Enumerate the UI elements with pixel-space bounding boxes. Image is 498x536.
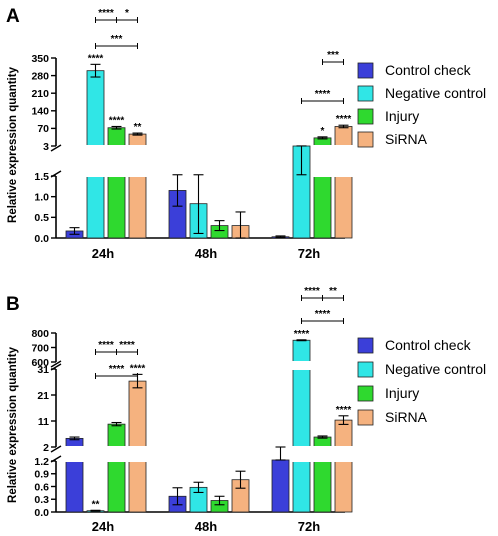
axis-break-mark xyxy=(50,144,62,152)
bar-break-gap xyxy=(334,145,353,177)
y-axis-label: Relative expression quantity xyxy=(7,346,19,503)
y-tick-label: 800 xyxy=(31,328,49,340)
bar-break-gap xyxy=(313,446,332,462)
legend-swatch xyxy=(357,131,374,148)
significance-label: **** xyxy=(130,363,146,374)
y-tick-label: 140 xyxy=(31,106,49,118)
y-axis-label: Relative expression quantity xyxy=(7,66,19,223)
y-tick-label: 0.0 xyxy=(34,507,49,519)
bracket-label: *** xyxy=(327,50,339,61)
significance-label: **** xyxy=(109,115,125,126)
bar-break-gap xyxy=(65,446,84,462)
x-tick-label: 24h xyxy=(92,519,114,534)
significance-label: **** xyxy=(88,53,104,64)
legend-swatch xyxy=(357,361,374,378)
y-tick-label: 2 xyxy=(43,442,49,454)
legend-swatch xyxy=(357,85,374,102)
bracket-label: * xyxy=(125,8,129,19)
bracket-label: **** xyxy=(315,309,331,320)
bracket-label: **** xyxy=(109,364,125,375)
y-tick-label: 0.9 xyxy=(34,469,49,481)
bar xyxy=(107,423,126,513)
panel-label: A xyxy=(6,6,20,27)
axis-break-mark xyxy=(50,170,62,178)
bar-break-gap xyxy=(128,145,147,177)
bar-break-gap xyxy=(292,361,311,370)
legend-label: Control check xyxy=(385,337,472,353)
axis-break-mark xyxy=(50,363,62,371)
significance-label: ** xyxy=(92,499,100,510)
axis-break-mark xyxy=(50,445,62,453)
y-tick-label: 70 xyxy=(37,123,49,135)
x-tick-label: 48h xyxy=(195,246,217,261)
legend-swatch xyxy=(357,62,374,79)
legend: Control check Negative control Injury SiRNA xyxy=(357,337,486,426)
y-tick-label: 1.2 xyxy=(34,456,49,468)
bracket-label: *** xyxy=(111,34,123,45)
y-tick-label: 1.5 xyxy=(34,171,49,183)
axis-break-mark xyxy=(50,360,62,368)
legend-label: SiRNA xyxy=(385,409,428,425)
bar-break-gap xyxy=(107,145,126,177)
y-tick-label: 700 xyxy=(31,342,49,354)
significance-label: * xyxy=(321,126,325,137)
bar-break-gap xyxy=(128,446,147,462)
chart-panel-b: B Relative expression quantity 0.00.30.60.… xyxy=(6,286,486,534)
x-tick-label: 72h xyxy=(298,519,320,534)
significance-label: **** xyxy=(336,405,352,416)
bar-break-gap xyxy=(334,446,353,462)
bracket-label: **** xyxy=(98,8,114,19)
y-tick-label: 210 xyxy=(31,88,49,100)
x-tick-label: 72h xyxy=(298,246,320,261)
y-tick-label: 0.6 xyxy=(34,481,49,493)
bracket-label: **** xyxy=(119,340,135,351)
x-tick-label: 48h xyxy=(195,519,217,534)
legend-label: Injury xyxy=(385,108,419,124)
x-tick-label: 24h xyxy=(92,246,114,261)
legend-label: Negative control xyxy=(385,361,486,377)
bar-break-gap xyxy=(107,446,126,462)
y-tick-label: 31 xyxy=(37,364,49,376)
legend-label: Negative control xyxy=(385,85,486,101)
panel-label: B xyxy=(6,294,20,315)
bar xyxy=(334,126,353,239)
legend-label: Injury xyxy=(385,385,419,401)
y-tick-label: 600 xyxy=(31,357,49,369)
legend-swatch xyxy=(357,385,374,402)
bar-break-gap xyxy=(292,446,311,462)
legend: Control check Negative control Injury SiRNA xyxy=(357,62,486,148)
y-tick-label: 3 xyxy=(43,141,49,153)
chart-panel-a: A Relative expression quantity 0.0 0.5 1.0 1.… xyxy=(6,6,486,261)
legend-label: SiRNA xyxy=(385,131,428,147)
bracket-label: **** xyxy=(304,286,320,297)
y-tick-label: 21 xyxy=(37,390,49,402)
bar-break-gap xyxy=(313,145,332,177)
legend-swatch xyxy=(357,108,374,125)
y-tick-label: 0.3 xyxy=(34,494,49,506)
y-tick-label: 0.0 xyxy=(34,233,49,245)
bracket-label: **** xyxy=(98,340,114,351)
y-tick-label: 11 xyxy=(38,416,49,428)
y-tick-label: 350 xyxy=(31,53,49,65)
legend-swatch xyxy=(357,409,374,426)
significance-label: **** xyxy=(294,329,310,340)
legend-label: Control check xyxy=(385,62,472,78)
y-tick-label: 1.0 xyxy=(34,191,49,203)
axis-break-mark xyxy=(50,455,62,463)
significance-label: ** xyxy=(134,122,142,133)
y-tick-label: 0.5 xyxy=(34,212,49,224)
bar-break-gap xyxy=(86,145,105,177)
significance-label: **** xyxy=(336,114,352,125)
bracket-label: ** xyxy=(329,286,337,297)
legend-swatch xyxy=(357,337,374,354)
bar xyxy=(271,459,290,513)
y-tick-label: 280 xyxy=(31,70,49,82)
bracket-label: **** xyxy=(315,89,331,100)
bar xyxy=(334,419,353,513)
bar xyxy=(107,127,126,239)
